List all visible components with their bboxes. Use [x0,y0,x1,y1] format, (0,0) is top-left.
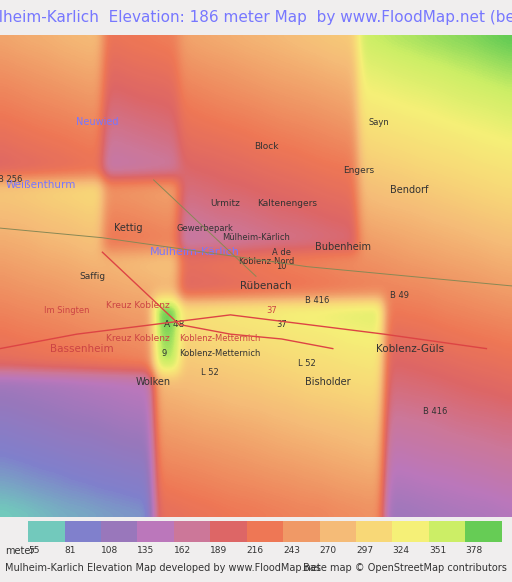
Text: Sayn: Sayn [369,118,389,126]
Text: 243: 243 [283,546,300,555]
Text: 55: 55 [28,546,39,555]
Text: Mulheim-Karlich  Elevation: 186 meter Map  by www.FloodMap.net (beta): Mulheim-Karlich Elevation: 186 meter Map… [0,10,512,25]
Text: Wolken: Wolken [136,377,171,388]
Text: 378: 378 [465,546,483,555]
Text: 270: 270 [319,546,337,555]
Text: 37: 37 [276,320,287,329]
FancyBboxPatch shape [319,521,356,542]
Text: 216: 216 [247,546,264,555]
Text: 9: 9 [161,349,166,358]
Text: 297: 297 [356,546,373,555]
Text: L 52: L 52 [201,368,219,377]
Text: Neuwied: Neuwied [76,117,119,127]
FancyBboxPatch shape [210,521,247,542]
Text: Bisholder: Bisholder [305,377,351,388]
Text: Block: Block [254,141,279,151]
Text: B 416: B 416 [423,407,447,416]
Text: 162: 162 [174,546,191,555]
Text: 81: 81 [65,546,76,555]
Text: Kettig: Kettig [114,223,142,233]
FancyBboxPatch shape [174,521,210,542]
Text: B 256: B 256 [0,175,23,184]
Text: Bubenheim: Bubenheim [315,242,371,253]
FancyBboxPatch shape [247,521,283,542]
Text: 351: 351 [429,546,446,555]
Text: Gewerbepark: Gewerbepark [176,223,233,233]
FancyBboxPatch shape [465,521,502,542]
FancyBboxPatch shape [429,521,465,542]
FancyBboxPatch shape [283,521,319,542]
Text: B 416: B 416 [305,296,330,305]
Text: Mulheim-Karlich Elevation Map developed by www.FloodMap.net: Mulheim-Karlich Elevation Map developed … [5,563,321,573]
Text: Koblenz-Metternich: Koblenz-Metternich [180,335,261,343]
Text: Urmitz: Urmitz [210,200,240,208]
Text: Koblenz-Güls: Koblenz-Güls [375,343,444,354]
Text: A de: A de [272,248,291,257]
Text: Bassenheim: Bassenheim [50,343,114,354]
Text: Mülheim-Kärlich: Mülheim-Kärlich [222,233,290,242]
Text: 10: 10 [276,262,287,271]
FancyBboxPatch shape [101,521,137,542]
Text: Im Singten: Im Singten [44,306,89,314]
Text: Kaltenengers: Kaltenengers [257,200,317,208]
Text: L 52: L 52 [298,359,316,368]
FancyBboxPatch shape [28,521,65,542]
Text: Weißenthurm: Weißenthurm [6,180,76,190]
Text: 135: 135 [137,546,155,555]
FancyBboxPatch shape [137,521,174,542]
FancyBboxPatch shape [356,521,393,542]
Text: 37: 37 [266,306,276,314]
Text: Mülheim-Kärlich: Mülheim-Kärlich [150,247,240,257]
FancyBboxPatch shape [65,521,101,542]
Text: B 49: B 49 [390,291,409,300]
Text: 189: 189 [210,546,227,555]
Text: meter: meter [5,546,34,556]
Text: Kreuz Koblenz: Kreuz Koblenz [106,301,170,310]
Text: Engers: Engers [343,166,374,175]
Text: Base map © OpenStreetMap contributors: Base map © OpenStreetMap contributors [303,563,507,573]
Text: A 48: A 48 [164,320,184,329]
Text: Kreuz Koblenz: Kreuz Koblenz [106,335,170,343]
Text: Saffig: Saffig [79,272,105,281]
Text: Koblenz-Nord: Koblenz-Nord [238,257,294,267]
Text: Koblenz-Metternich: Koblenz-Metternich [180,349,261,358]
Text: 108: 108 [101,546,118,555]
Text: Bendorf: Bendorf [391,184,429,194]
FancyBboxPatch shape [393,521,429,542]
Text: 324: 324 [393,546,410,555]
Text: Rübenach: Rübenach [241,281,292,291]
